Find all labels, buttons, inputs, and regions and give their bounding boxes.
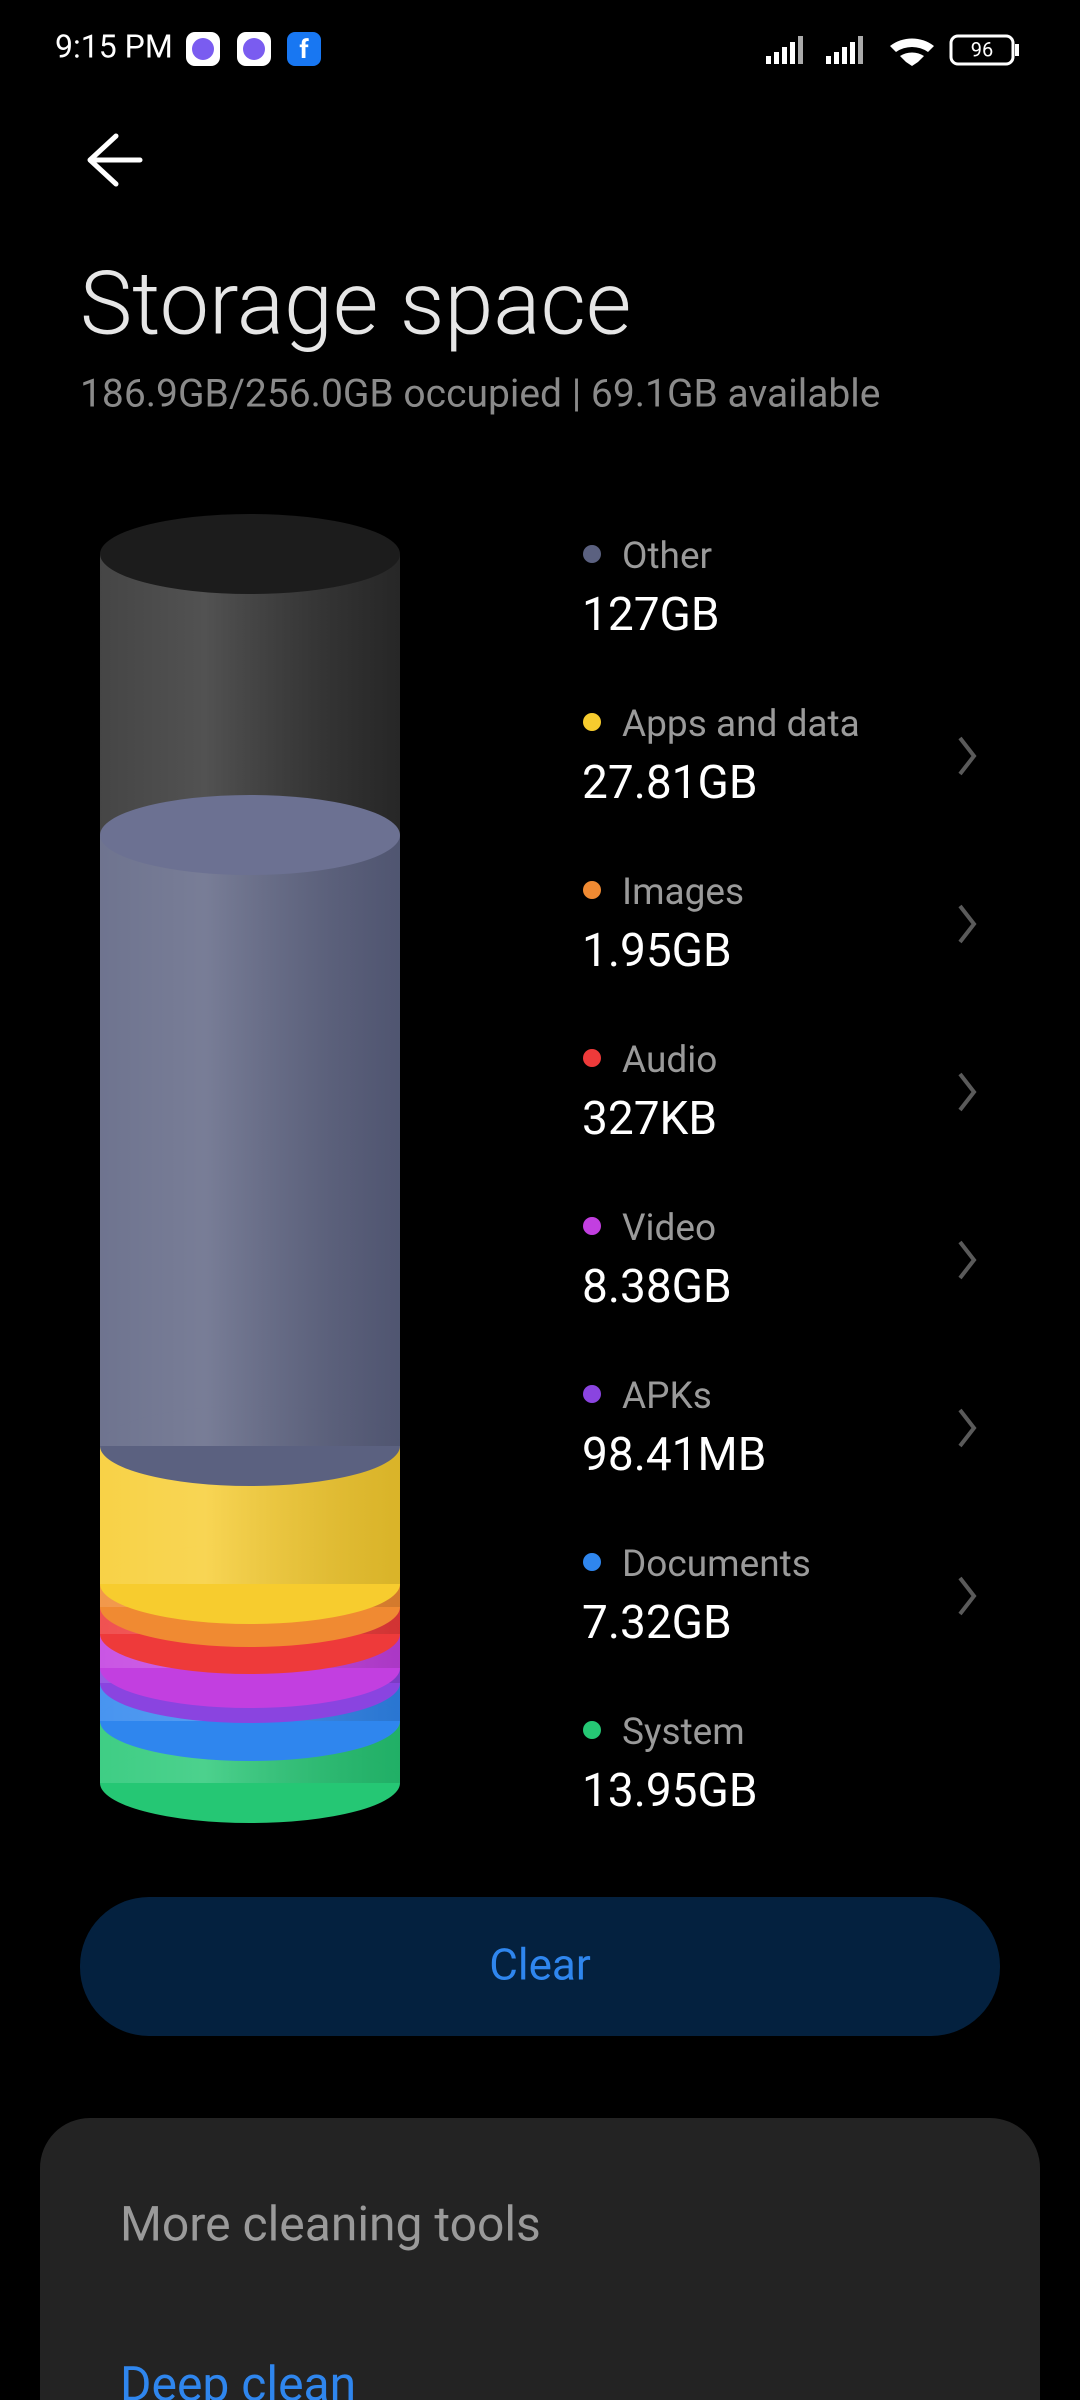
back-button[interactable] <box>87 133 143 187</box>
page-title: Storage space <box>80 252 631 355</box>
legend-dot <box>583 1721 601 1739</box>
legend-dot <box>583 1553 601 1571</box>
cylinder-shell-shade <box>100 554 400 835</box>
clear-button-label[interactable]: Clear <box>489 1939 591 1991</box>
storage-legend: Other 127GB Apps and data 27.81GB Images 1.95… <box>582 535 860 1818</box>
legend-dot <box>583 1385 601 1403</box>
storage-summary: 186.9GB/256.0GB occupied | 69.1GB availa… <box>80 370 880 416</box>
item-label: Images <box>622 871 744 914</box>
card-title: More cleaning tools <box>120 2196 541 2253</box>
cylinder-segment-shade <box>100 835 400 1446</box>
cylinder-fill-top <box>100 795 400 875</box>
item-size: 127GB <box>582 588 720 642</box>
cylinder-top <box>100 514 400 594</box>
clear-button[interactable] <box>80 1897 1000 2036</box>
legend-dot <box>583 713 601 731</box>
item-size: 7.32GB <box>582 1596 732 1650</box>
item-label: Other <box>622 535 712 578</box>
legend-dot <box>583 1217 601 1235</box>
notification-icons: f <box>186 32 321 66</box>
item-label: Audio <box>622 1039 717 1082</box>
item-size: 327KB <box>582 1092 717 1146</box>
legend-dot <box>583 1049 601 1067</box>
item-size: 27.81GB <box>582 756 758 810</box>
battery: 96 <box>949 34 1019 66</box>
clock: 9:15 PM <box>55 27 173 65</box>
legend-dot <box>583 881 601 899</box>
battery-level: 96 <box>971 37 993 61</box>
item-label: Documents <box>622 1543 811 1586</box>
deep-clean-link[interactable]: Deep clean <box>120 2356 356 2400</box>
item-label: Apps and data <box>622 703 860 746</box>
item-size: 8.38GB <box>582 1260 732 1314</box>
chevrons <box>958 736 977 1616</box>
item-label: Video <box>622 1207 716 1250</box>
item-label: APKs <box>622 1375 712 1418</box>
legend-dot <box>583 545 601 563</box>
item-size: 1.95GB <box>582 924 732 978</box>
svg-text:f: f <box>299 35 309 65</box>
storage-cylinder <box>100 514 400 1823</box>
item-label: System <box>622 1711 745 1754</box>
item-size: 13.95GB <box>582 1764 758 1818</box>
signal-icons <box>766 36 934 66</box>
cleaning-tools-card <box>40 2118 1040 2400</box>
item-size: 98.41MB <box>582 1428 766 1482</box>
